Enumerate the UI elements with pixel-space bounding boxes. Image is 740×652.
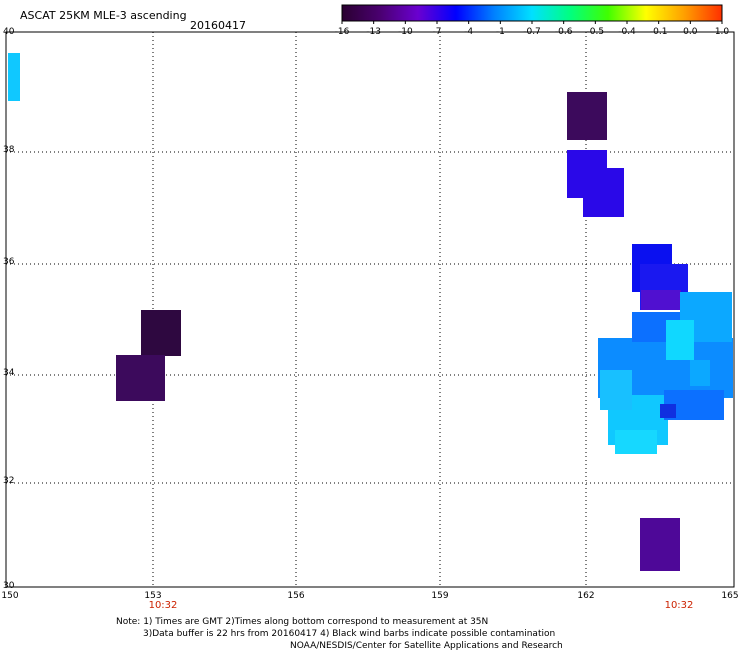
data-cell: [640, 518, 680, 571]
colorbar-label: -0.4: [618, 27, 636, 37]
colorbar-label: -7: [432, 27, 442, 37]
lon-label-153: 153: [144, 591, 162, 601]
lat-label-30: 30: [3, 581, 15, 591]
data-cell: [8, 53, 20, 101]
pass-time-right: 10:32: [664, 600, 694, 611]
map-date: 20160417: [190, 19, 246, 32]
lat-label-36: 36: [3, 257, 15, 267]
lon-label-156: 156: [287, 591, 305, 601]
lon-label-162: 162: [577, 591, 595, 601]
data-cells: [8, 53, 733, 571]
lat-label-34: 34: [3, 368, 15, 378]
colorbar-label: 1.0: [714, 27, 730, 37]
data-cell: [615, 430, 657, 454]
data-cell: [567, 92, 607, 140]
colorbar-label: -0.5: [586, 27, 605, 37]
lat-label-40: 40: [3, 27, 15, 37]
lat-label-38: 38: [3, 145, 15, 155]
colorbar-label: -4: [464, 27, 474, 37]
pass-time-left: 10:32: [148, 600, 178, 611]
map-frame: [5, 31, 735, 588]
colorbar-scale: [341, 4, 723, 22]
note-line-3: NOAA/NESDIS/Center for Satellite Applica…: [290, 641, 563, 651]
colorbar: [341, 4, 723, 24]
data-cell: [660, 404, 676, 418]
lon-label-159: 159: [431, 591, 449, 601]
map-title: ASCAT 25KM MLE-3 ascending: [20, 9, 187, 22]
data-cell: [141, 310, 181, 356]
lat-label-32: 32: [3, 476, 15, 486]
note-line-2: 3)Data buffer is 22 hrs from 20160417 4)…: [143, 629, 556, 639]
colorbar-label: -0.6: [554, 27, 573, 37]
colorbar-label: -13: [366, 27, 381, 37]
data-cell: [666, 320, 694, 360]
data-cell: [116, 355, 165, 401]
note-line-1: Note: 1) Times are GMT 2)Times along bot…: [116, 617, 489, 627]
colorbar-label: -10: [397, 27, 413, 37]
lon-label-150: 150: [1, 591, 19, 601]
colorbar-label: -0.1: [649, 27, 668, 37]
colorbar-label: -1: [495, 27, 505, 37]
lon-label-165: 165: [721, 591, 739, 601]
data-cell: [583, 168, 624, 217]
colorbar-label: 0.0: [683, 27, 698, 37]
data-cell: [641, 290, 681, 310]
lat-lon-grid: [6, 32, 734, 587]
data-cell: [600, 370, 632, 410]
data-cell: [690, 360, 710, 386]
colorbar-label: -16: [334, 27, 350, 37]
colorbar-label: -0.7: [523, 27, 541, 37]
